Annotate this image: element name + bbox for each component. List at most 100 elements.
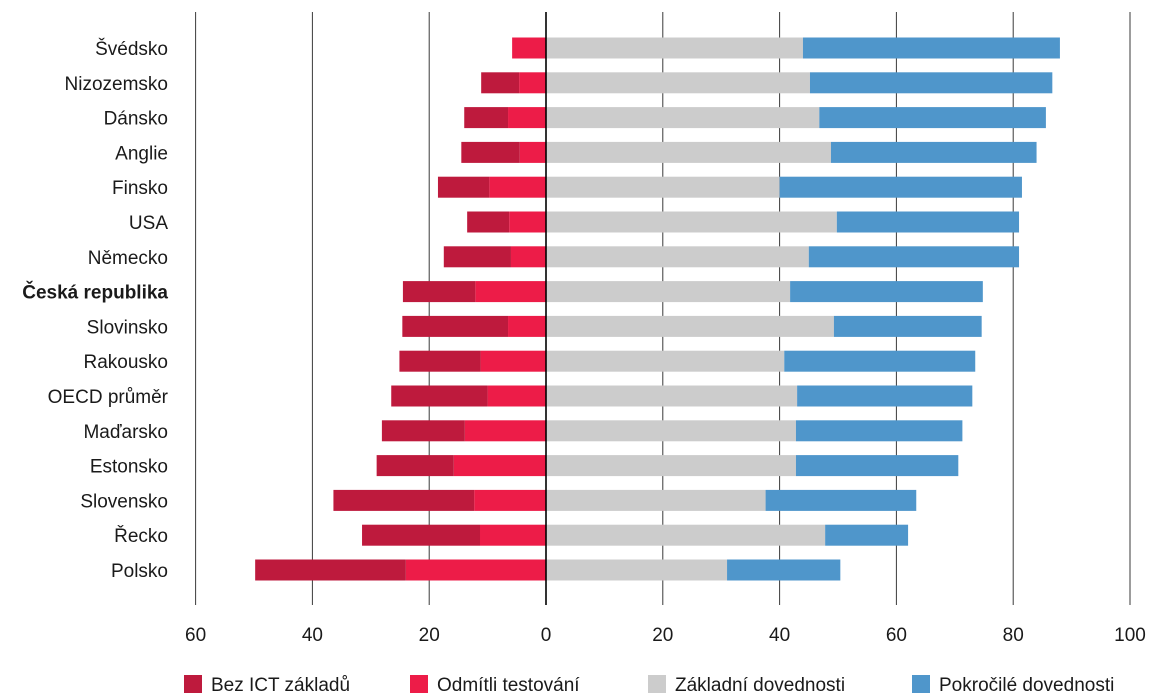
bar-segment — [546, 141, 831, 163]
bar-segment — [509, 211, 546, 233]
x-tick-label: 0 — [541, 625, 552, 646]
category-label: Řecko — [114, 525, 168, 547]
bar-segment — [546, 489, 766, 511]
bar-segment — [809, 72, 1053, 94]
bar-segment — [825, 524, 909, 546]
legend-label: Pokročilé dovednosti — [939, 675, 1114, 695]
bar-segment — [464, 420, 546, 442]
bar-segment — [819, 107, 1046, 129]
bar-segment — [376, 455, 454, 477]
bar-segment — [546, 211, 837, 233]
bar-segment — [362, 524, 481, 546]
bar-segment — [546, 315, 834, 337]
legend-swatch — [410, 675, 428, 693]
bar-segment — [546, 107, 820, 129]
bar-layer — [255, 37, 1060, 581]
x-tick-label: 80 — [1003, 625, 1024, 646]
x-tick-label: 20 — [419, 625, 440, 646]
category-label: Polsko — [111, 561, 168, 582]
x-tick-label: 40 — [769, 625, 790, 646]
bar-segment — [487, 385, 546, 407]
bar-segment — [546, 176, 780, 198]
bar-segment — [546, 37, 803, 59]
bar-segment — [830, 141, 1037, 163]
legend-swatch — [648, 675, 666, 693]
bar-segment — [779, 176, 1022, 198]
category-label: Maďarsko — [83, 422, 168, 443]
legend-label: Základní dovednosti — [675, 675, 845, 695]
bar-segment — [802, 37, 1060, 59]
bar-segment — [391, 385, 488, 407]
category-label: Dánsko — [104, 109, 168, 130]
legend-label: Bez ICT základů — [211, 675, 350, 695]
bar-segment — [453, 455, 546, 477]
grid-layer — [195, 12, 1131, 605]
bar-segment — [508, 107, 546, 129]
bar-segment — [481, 72, 520, 94]
bar-segment — [402, 315, 509, 337]
bar-segment — [797, 385, 973, 407]
bar-segment — [255, 559, 406, 581]
bar-segment — [727, 559, 841, 581]
category-label: Anglie — [115, 143, 168, 164]
category-label: Slovensko — [80, 491, 168, 512]
bar-segment — [836, 211, 1020, 233]
bar-segment — [480, 350, 546, 372]
bar-segment — [464, 107, 509, 129]
bar-segment — [402, 281, 476, 303]
bar-segment — [399, 350, 481, 372]
category-label: Švédsko — [95, 38, 168, 60]
bar-segment — [474, 489, 546, 511]
bar-segment — [467, 211, 510, 233]
bar-segment — [489, 176, 546, 198]
legend-swatch — [184, 675, 202, 693]
category-label: Finsko — [112, 178, 168, 199]
legend-swatch — [912, 675, 930, 693]
x-tick-labels: 60 40 20 0 20 40 60 80 100 — [185, 625, 1146, 646]
bar-segment — [546, 455, 796, 477]
x-tick-label: 100 — [1114, 625, 1146, 646]
x-tick-label: 60 — [185, 625, 206, 646]
bar-segment — [443, 246, 511, 268]
bar-segment — [480, 524, 546, 546]
bar-segment — [546, 350, 785, 372]
bar-segment — [437, 176, 490, 198]
bar-segment — [510, 246, 546, 268]
category-label: USA — [129, 213, 168, 234]
bar-segment — [765, 489, 917, 511]
category-label: Estonsko — [90, 457, 168, 478]
legend: Bez ICT základů Odmítli testování Základní… — [184, 675, 1114, 695]
bar-segment — [508, 315, 546, 337]
bar-segment — [519, 141, 546, 163]
bar-segment — [519, 72, 546, 94]
category-label: Slovinsko — [87, 317, 168, 338]
bar-segment — [546, 420, 796, 442]
bar-segment — [461, 141, 520, 163]
bar-segment — [475, 281, 546, 303]
category-labels: Švédsko Nizozemsko Dánsko Anglie Finsko USA Ně… — [22, 38, 168, 582]
bar-segment — [795, 420, 963, 442]
bar-segment — [333, 489, 475, 511]
category-label: Česká republika — [22, 282, 168, 304]
bar-segment — [546, 524, 826, 546]
bar-segment — [795, 455, 959, 477]
x-tick-label: 60 — [886, 625, 907, 646]
bar-segment — [546, 246, 809, 268]
x-tick-label: 20 — [652, 625, 673, 646]
x-tick-label: 40 — [302, 625, 323, 646]
bar-segment — [546, 559, 728, 581]
bar-segment — [808, 246, 1020, 268]
bar-segment — [512, 37, 546, 59]
category-label: Rakousko — [84, 352, 169, 373]
bar-segment — [784, 350, 976, 372]
bar-segment — [546, 281, 791, 303]
bar-segment — [381, 420, 465, 442]
category-label: Německo — [88, 248, 168, 269]
bar-segment — [790, 281, 983, 303]
bar-segment — [546, 385, 798, 407]
legend-label: Odmítli testování — [437, 675, 580, 695]
bar-segment — [405, 559, 546, 581]
bar-segment — [546, 72, 810, 94]
